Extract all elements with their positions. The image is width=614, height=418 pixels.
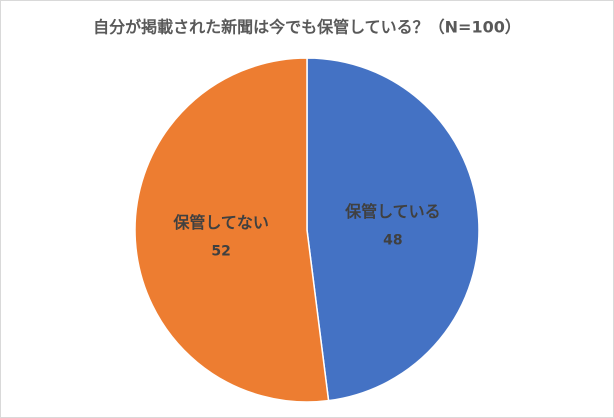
slice-value: 48 — [383, 233, 402, 249]
pie-slice — [306, 57, 480, 402]
slice-label: 保管してない — [172, 213, 269, 232]
slice-value: 52 — [211, 243, 230, 259]
chart-title: 自分が掲載された新聞は今でも保管している？（N=100） — [93, 18, 521, 37]
slice-label: 保管している — [344, 202, 441, 221]
pie-slice — [134, 57, 330, 403]
